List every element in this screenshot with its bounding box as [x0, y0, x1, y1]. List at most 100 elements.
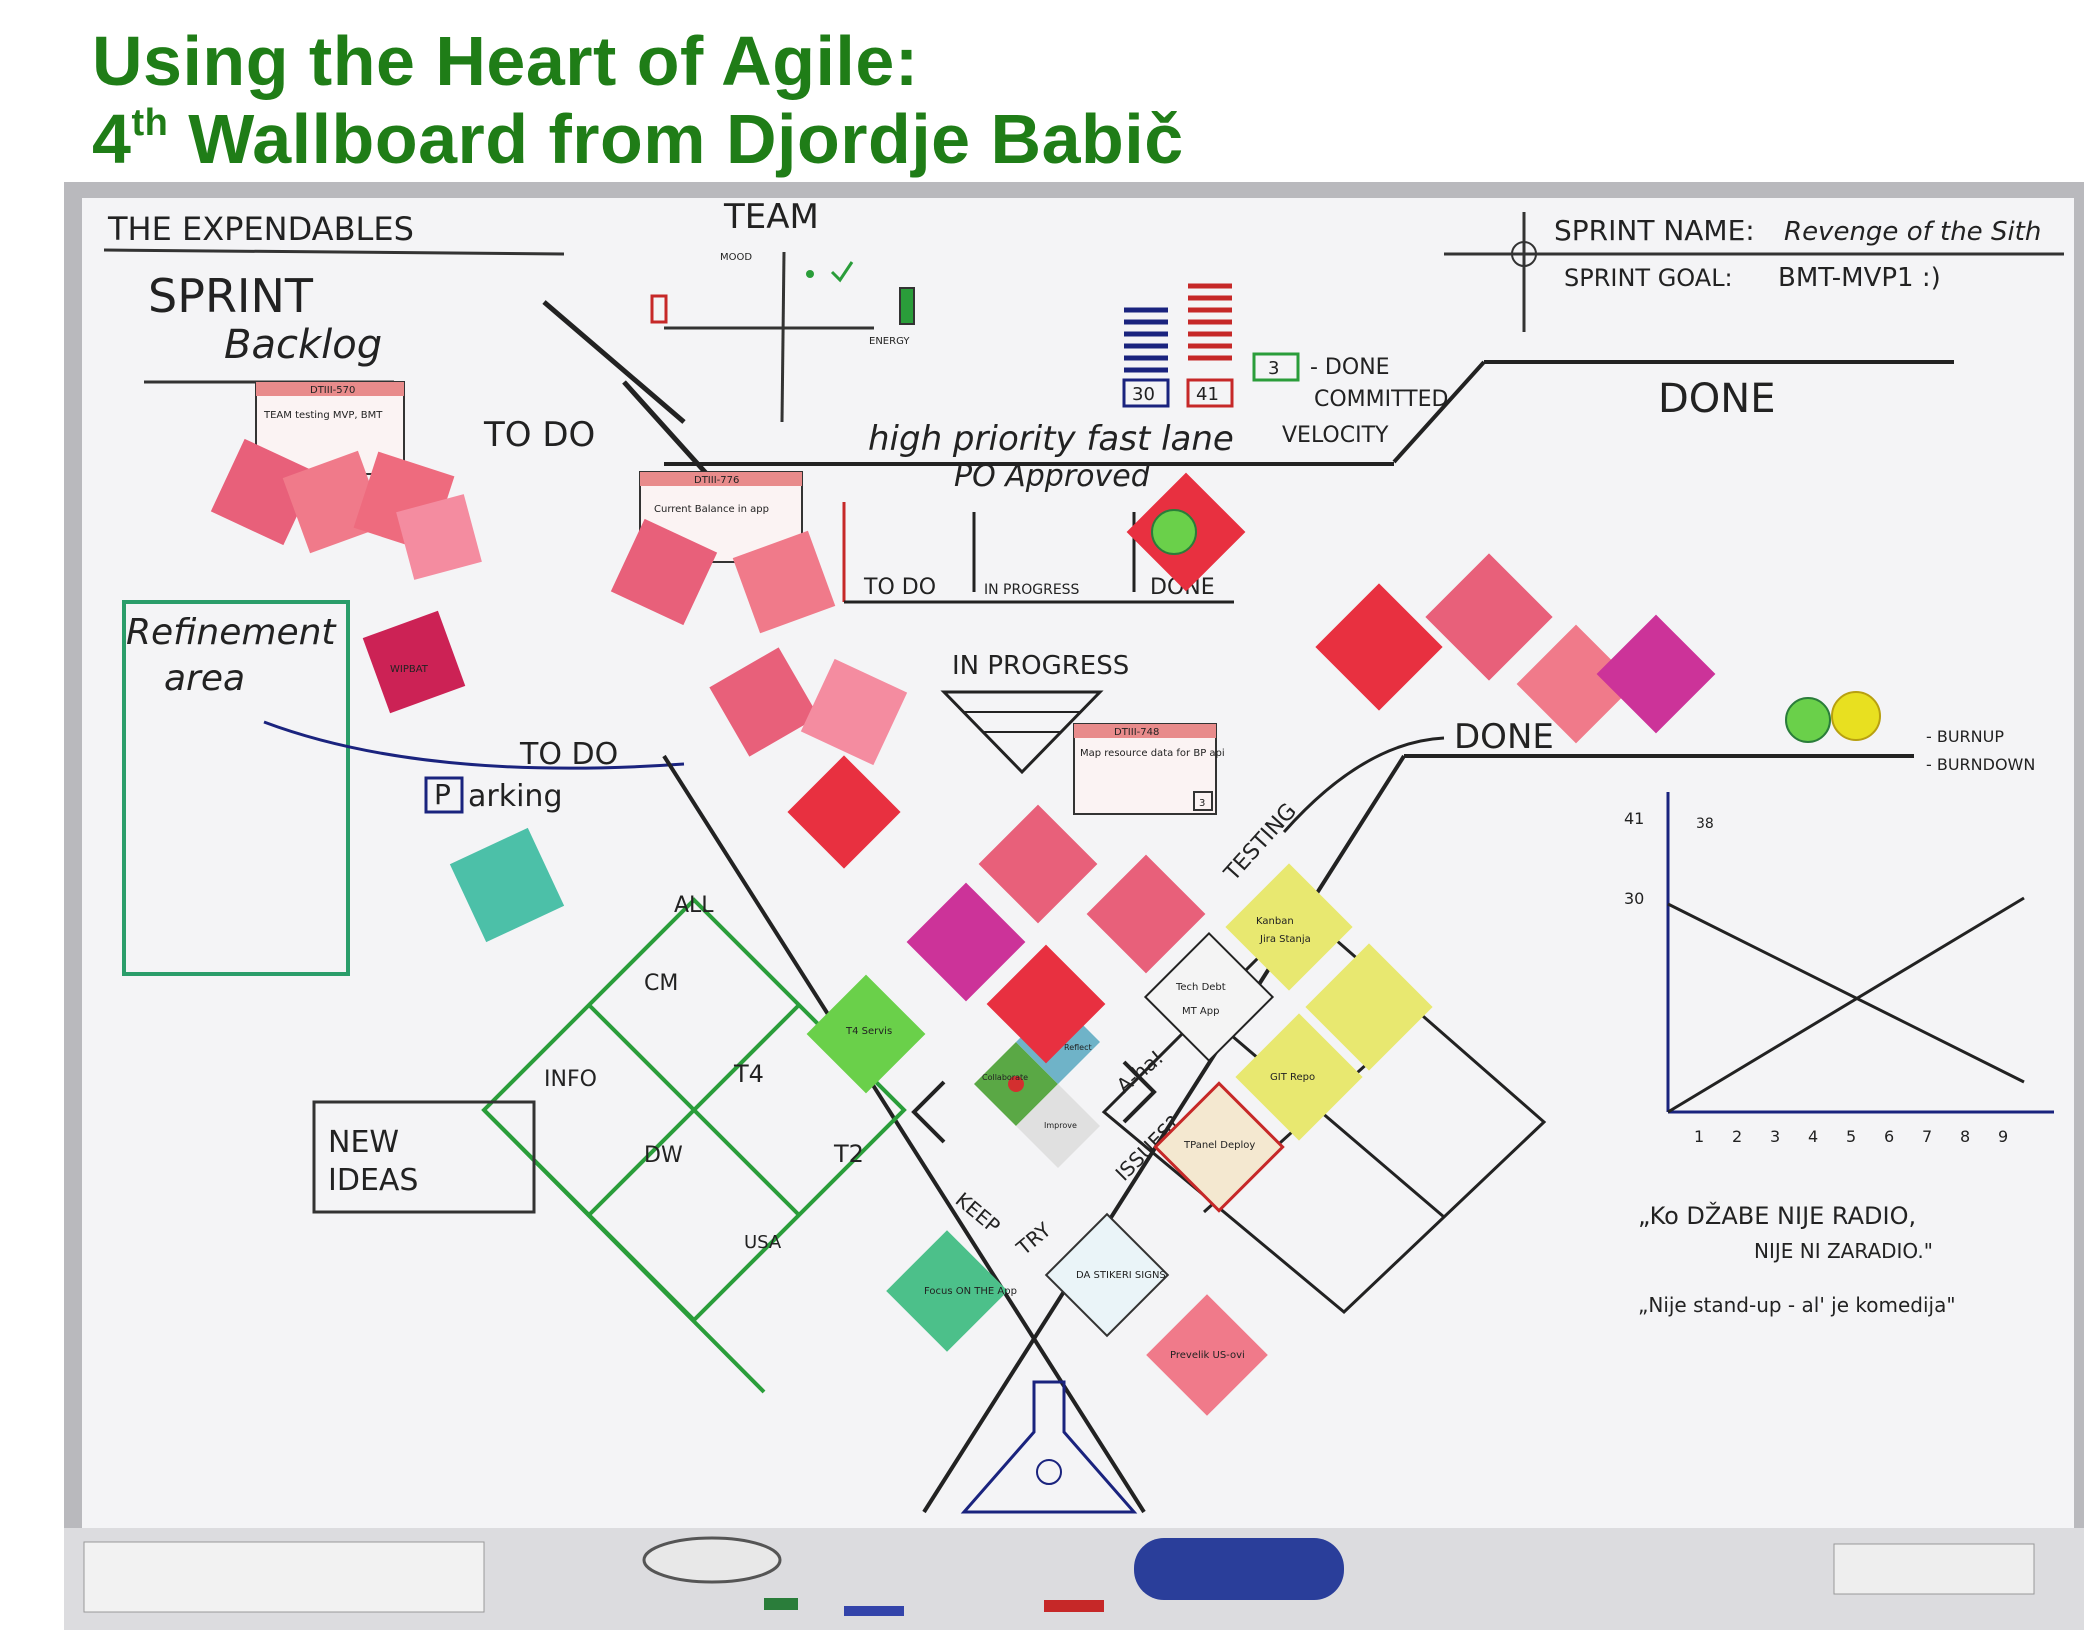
parking-label: arking [468, 779, 562, 814]
note-dtiii-776-body: Current Balance in app [654, 504, 769, 515]
done-top-label: DONE [1658, 376, 1775, 422]
note-tpanel: TPanel Deploy [1183, 1140, 1255, 1151]
note-estimate: 3 [1199, 798, 1205, 809]
done-top-slope [1392, 360, 1486, 464]
red-marker [1044, 1600, 1104, 1612]
refinement-note [449, 827, 565, 943]
in-progress-label: IN PROGRESS [952, 651, 1129, 681]
parking-box-letter: P [434, 778, 451, 811]
low-battery-icon [650, 294, 668, 324]
todo-top-label: TO DO [483, 415, 595, 455]
note-dtiii-748-body: Map resource data for BP api [1080, 748, 1225, 759]
heart-collaborate: Collaborate [982, 1073, 1028, 1082]
parking-box [424, 776, 464, 814]
grid-label-cm: CM [644, 971, 678, 996]
svg-text:6: 6 [1884, 1127, 1894, 1146]
grid-label-t2: T2 [833, 1140, 864, 1168]
smiley-green-2-icon [1785, 697, 1831, 743]
grid-label-info: INFO [544, 1067, 597, 1092]
funnel-icon [940, 690, 1104, 775]
flask-icon [960, 1380, 1138, 1514]
green-grid [481, 897, 907, 1394]
full-battery-icon [899, 287, 915, 325]
page-title-line1: Using the Heart of Agile: [92, 22, 919, 100]
testing-arrow [1282, 736, 1445, 833]
refinement-label: Refinement [126, 612, 337, 653]
note-wipbat: WIPBAT [390, 664, 429, 675]
fast-lane-todo: TO DO [863, 575, 936, 600]
burn-y-30: 30 [1624, 889, 1644, 908]
team-name-underline [103, 248, 565, 256]
burnup-target-line [1667, 896, 2025, 1114]
sprint-name-label: SPRINT NAME: [1554, 214, 1755, 247]
committed-legend: COMMITTED [1314, 387, 1448, 412]
note-dtiii-570-body: TEAM testing MVP, BMT [263, 410, 383, 421]
svg-text:4: 4 [1808, 1127, 1818, 1146]
burndown-line [1667, 902, 2025, 1084]
team-label: TEAM [723, 197, 819, 237]
eraser-cards [83, 1541, 485, 1613]
note-dtiii-570: DTIII-570 [310, 385, 355, 396]
checkmark-icon [830, 261, 854, 283]
new-ideas-label-2: IDEAS [328, 1163, 418, 1198]
smiley-yellow-icon [1831, 691, 1881, 741]
note-dtiii-776: DTIII-776 [694, 475, 739, 486]
t4-servis-note [806, 974, 926, 1094]
title-rest: Wallboard from Djordje Babič [168, 100, 1184, 178]
page-title-line2: 4th Wallboard from Djordje Babič [92, 104, 1184, 174]
committed-value: 41 [1196, 384, 1219, 405]
energy-axis-label: ENERGY [869, 336, 910, 347]
sprint-name-value: Revenge of the Sith [1784, 217, 2041, 247]
note-dtiii-748: DTIII-748 [1114, 727, 1159, 738]
todo-flow-arrow [263, 720, 685, 770]
title-ordinal: 4 [92, 100, 132, 178]
svg-text:9: 9 [1998, 1127, 2008, 1146]
quote-line-3: „Nije stand-up - al' je komedija" [1638, 1293, 1956, 1317]
blue-marker [844, 1606, 904, 1616]
tray-card [1833, 1543, 2035, 1595]
note-techdebt: Tech Debt [1175, 982, 1226, 993]
velocity-legend: VELOCITY [1282, 423, 1389, 448]
smiley-green-icon [1151, 509, 1197, 555]
burnup-legend: - BURNUP [1926, 727, 2004, 746]
grid-label-dw: DW [644, 1143, 683, 1168]
quote-line-2: NIJE NI ZARADIO." [1754, 1239, 1933, 1263]
svg-text:1: 1 [1694, 1127, 1704, 1146]
team-name: THE EXPENDABLES [107, 210, 414, 248]
fast-lane-title: high priority fast lane [868, 419, 1234, 459]
crosshair-icon [1511, 241, 1537, 267]
title-ordinal-suffix: th [131, 102, 169, 144]
note-kanban-body: Jira Stanja [1259, 934, 1311, 945]
grid-label-t4: T4 [733, 1060, 764, 1088]
inprogress-note-748 [1073, 723, 1217, 815]
burn-target: 38 [1696, 816, 1714, 832]
wallboard-photo: THE EXPENDABLES SPRINT Backlog TEAM MOOD… [64, 182, 2084, 1630]
new-ideas-label: NEW [328, 1125, 399, 1160]
left-bracket [911, 1080, 946, 1144]
svg-text:8: 8 [1960, 1127, 1970, 1146]
tape-roll [642, 1536, 782, 1584]
grid-label-all: ALL [674, 893, 714, 918]
velocity-value: 30 [1132, 384, 1155, 405]
sprint-goal-label: SPRINT GOAL: [1564, 264, 1733, 292]
note-techdebt-body: MT App [1182, 1006, 1219, 1017]
refinement-label-2: area [164, 658, 245, 699]
new-ideas-box [312, 1100, 536, 1214]
backlog-notes-cluster [210, 438, 482, 714]
note-focus: Focus ON THE App [924, 1286, 1017, 1297]
eraser [1134, 1538, 1344, 1600]
done-value: 3 [1268, 358, 1279, 379]
sprint-backlog-subtitle: Backlog [224, 322, 382, 368]
right-bracket [1122, 1060, 1157, 1124]
svg-text:3: 3 [1770, 1127, 1780, 1146]
note-estimate-box [1193, 791, 1213, 811]
fast-lane-inprogress: IN PROGRESS [984, 582, 1080, 598]
green-marker [764, 1598, 798, 1610]
skull-icon [1036, 1459, 1062, 1485]
testing-notes [1143, 863, 1433, 1213]
todo-mid-label: TO DO [519, 737, 618, 772]
diamond-right-edge [922, 754, 1406, 1514]
svg-text:7: 7 [1922, 1127, 1932, 1146]
fast-lane-subtitle: PO Approved [954, 459, 1151, 494]
mood-axis [780, 251, 786, 423]
